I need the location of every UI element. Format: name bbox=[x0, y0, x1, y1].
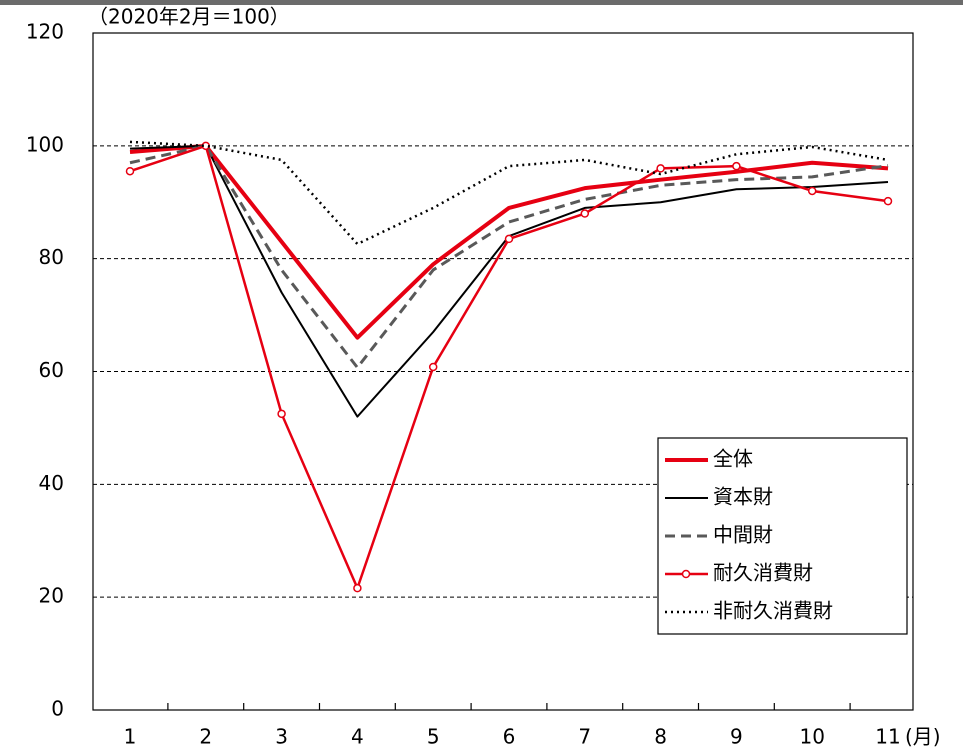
x-tick-label: 3 bbox=[275, 725, 288, 749]
x-tick-label: 11 bbox=[875, 725, 900, 749]
y-tick-label: 60 bbox=[39, 358, 64, 382]
point-marker bbox=[656, 164, 665, 173]
series-line bbox=[129, 144, 889, 370]
point-marker bbox=[428, 362, 438, 372]
y-tick-label: 0 bbox=[51, 697, 64, 721]
point-marker bbox=[353, 583, 362, 593]
y-tick-label: 40 bbox=[39, 471, 64, 495]
y-tick-label: 20 bbox=[39, 584, 64, 608]
chart-title: （2020年2月＝100） bbox=[88, 5, 290, 29]
point-marker bbox=[580, 209, 590, 218]
y-tick-label: 100 bbox=[26, 132, 64, 156]
x-tick-label: 9 bbox=[730, 725, 743, 749]
legend-label: 耐久消費財 bbox=[713, 561, 813, 585]
x-tick-label: 10 bbox=[799, 725, 824, 749]
legend-label: 中間財 bbox=[713, 523, 773, 547]
legend-label: 全体 bbox=[713, 447, 753, 471]
series-line bbox=[129, 143, 889, 340]
x-tick-label: 1 bbox=[124, 725, 137, 749]
legend-marker bbox=[681, 569, 691, 579]
x-tick-label: 6 bbox=[503, 725, 516, 749]
x-tick-label: 7 bbox=[578, 725, 591, 749]
top-bar bbox=[0, 0, 963, 5]
point-marker bbox=[807, 186, 817, 196]
x-tick-label: 5 bbox=[427, 725, 440, 749]
legend-label: 資本財 bbox=[713, 485, 773, 509]
point-marker bbox=[277, 409, 286, 419]
x-tick-label: 2 bbox=[199, 725, 212, 749]
point-marker bbox=[883, 196, 893, 206]
legend-label: 非耐久消費財 bbox=[713, 599, 833, 623]
y-tick-label: 80 bbox=[39, 245, 64, 269]
point-marker bbox=[504, 234, 514, 244]
x-tick-label: 8 bbox=[654, 725, 667, 749]
x-tick-label: 4 bbox=[351, 725, 364, 749]
series-line bbox=[129, 140, 889, 246]
point-marker bbox=[732, 161, 741, 171]
y-tick-label: 120 bbox=[26, 20, 64, 44]
plot-border bbox=[92, 32, 914, 711]
x-axis-label: (月) bbox=[905, 725, 941, 749]
point-marker bbox=[125, 166, 135, 176]
